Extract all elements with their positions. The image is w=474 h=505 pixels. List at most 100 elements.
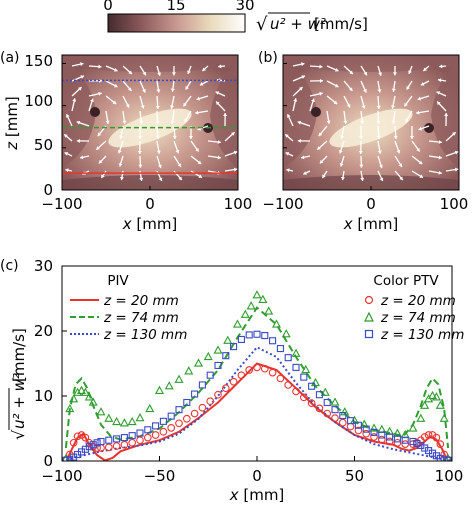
ptv-square-2-40 [339, 411, 347, 420]
ptv-square-2-10 [105, 436, 113, 444]
vecA-arrowhead-61 [80, 155, 84, 160]
ptv-square-2-43 [362, 425, 370, 433]
vecB-arrowhead-71 [303, 171, 307, 175]
ptv-circle-0-29 [253, 363, 261, 372]
ptv-triangle-1-28 [264, 306, 274, 315]
ptv-square-2-16 [152, 422, 160, 430]
colorbar-label-unit: [mm/s] [314, 15, 368, 33]
panel-a: (a) 0 50 100 150 −100 0 100 x [mm] z [mm… [0, 50, 252, 233]
ptv-circle-0-28 [245, 366, 254, 374]
vecA-arrowhead-9 [218, 64, 222, 69]
ptv-square-2-34 [292, 363, 300, 371]
ptv-square-2-7 [89, 441, 97, 449]
ptv-square-2-38 [323, 398, 331, 407]
vecB-arrowhead-2 [335, 68, 339, 72]
ptv-square-2-37 [315, 391, 323, 399]
panel-a-axes [61, 62, 239, 191]
piv-line-2 [62, 346, 452, 461]
vecB-arrowhead-14 [363, 89, 367, 93]
vecB-arrowhead-9 [439, 64, 443, 69]
vecA-arrowhead-76 [178, 176, 182, 181]
ptv-square-2-56 [436, 454, 444, 461]
vecA-arrowhead-62 [98, 159, 103, 164]
vecB-arrowhead-68 [438, 155, 442, 160]
ptv-triangle-1-24 [240, 309, 250, 318]
vecA-arrowhead-24 [140, 105, 145, 109]
ptv-square-2-28 [245, 331, 253, 339]
ptv-circle-0-16 [151, 431, 160, 439]
ptv-circle-0-31 [268, 368, 277, 377]
vecA-arrowhead-29 [215, 91, 220, 95]
panel-c-xtick-50: 50 [345, 467, 364, 485]
legend-piv-z74-label: z = 74 mm [103, 310, 179, 326]
ptv-triangle-1-27 [258, 294, 268, 303]
ptv-circle-0-10 [104, 443, 113, 452]
vecB-arrowhead-27 [404, 102, 408, 107]
panel-c-ytick-0: 0 [43, 452, 53, 470]
panel-c-ylabel-expr: u² + w² [10, 373, 28, 429]
panel-c: (c) 0 10 20 30 −100 −50 0 50 100 x [mm] … [0, 257, 464, 504]
vecB-arrowhead-66 [398, 163, 403, 168]
ptv-circle-0-38 [323, 409, 332, 418]
panel-a-xlabel-var: x [122, 215, 132, 233]
vecB-arrowhead-23 [346, 103, 351, 108]
ptv-circle-0-13 [128, 438, 137, 447]
vecA-arrowhead-23 [125, 103, 130, 108]
piv-line-0 [66, 362, 448, 461]
panel-c-xtick-100: 100 [435, 467, 464, 485]
panel-a-ytick-50: 50 [34, 136, 53, 154]
panel-c-ytick-30: 30 [34, 257, 53, 275]
colorbar-label-expr: u² + w² [270, 15, 326, 33]
legend-ptv-z130-marker [364, 329, 374, 339]
vecA-arrowhead-55 [156, 150, 161, 154]
vecA-arrowhead-75 [158, 177, 163, 182]
ptv-square-2-44 [370, 428, 378, 436]
ptv-triangle-1-38 [359, 419, 369, 428]
ptv-square-2-11 [113, 435, 121, 443]
ptv-square-2-33 [284, 354, 292, 362]
ptv-square-2-20 [183, 398, 191, 407]
panel-b-axes [282, 62, 460, 191]
vecA-arrowhead-70 [65, 168, 69, 173]
ptv-triangle-1-46 [420, 400, 430, 409]
ptv-triangle-1-35 [330, 397, 340, 406]
vecB-arrowhead-52 [317, 146, 321, 150]
vecA-arrowhead-8 [202, 67, 206, 71]
ptv-circle-0-53 [424, 431, 433, 439]
panel-c-xtick-m50: −50 [144, 467, 176, 485]
ptv-square-2-6 [85, 443, 93, 451]
panel-c-xlabel-unit: [mm] [243, 486, 284, 504]
vecA-arrowhead-73 [120, 176, 124, 181]
vecA-arrowhead-12 [113, 83, 118, 88]
ptv-triangle-1-1 [65, 403, 75, 413]
colorbar-tick-1: 15 [166, 0, 185, 14]
ptv-triangle-1-15 [154, 385, 165, 394]
ptv-square-2-45 [378, 431, 386, 439]
vecB-arrowhead-76 [399, 176, 403, 181]
ptv-circle-0-42 [354, 426, 363, 435]
ptv-triangle-1-19 [193, 358, 204, 367]
ptv-triangle-1-20 [203, 351, 213, 361]
ptv-square-2-29 [253, 330, 261, 338]
vecA-arrowhead-20 [77, 87, 82, 91]
ptv-triangle-1-13 [135, 412, 145, 422]
ptv-triangle-1-31 [291, 348, 301, 357]
vecA-arrowhead-68 [217, 155, 221, 160]
panel-c-ylabel-sqrt: √ [9, 429, 28, 440]
ptv-circle-0-36 [307, 399, 316, 408]
vecA-arrowhead-6 [171, 72, 176, 76]
ptv-square-2-57 [440, 456, 448, 461]
ptv-triangle-1-49 [431, 392, 441, 401]
panel-a-ylabel: z [mm] [3, 96, 21, 151]
vecB-arrowhead-61 [301, 155, 305, 160]
ptv-triangle-1-0 [62, 453, 70, 461]
ptv-triangle-1-52 [444, 453, 452, 461]
ptv-triangle-1-33 [310, 377, 321, 387]
vecA-arrowhead-59 [231, 132, 235, 136]
ptv-circle-0-55 [432, 433, 441, 442]
vecB-arrowhead-33 [343, 120, 348, 124]
vecA-arrowhead-28 [196, 96, 201, 101]
vecA-arrowhead-31 [90, 98, 94, 103]
panel-b-xtick-0: 0 [366, 195, 376, 213]
vecA-arrowhead-37 [184, 118, 188, 123]
